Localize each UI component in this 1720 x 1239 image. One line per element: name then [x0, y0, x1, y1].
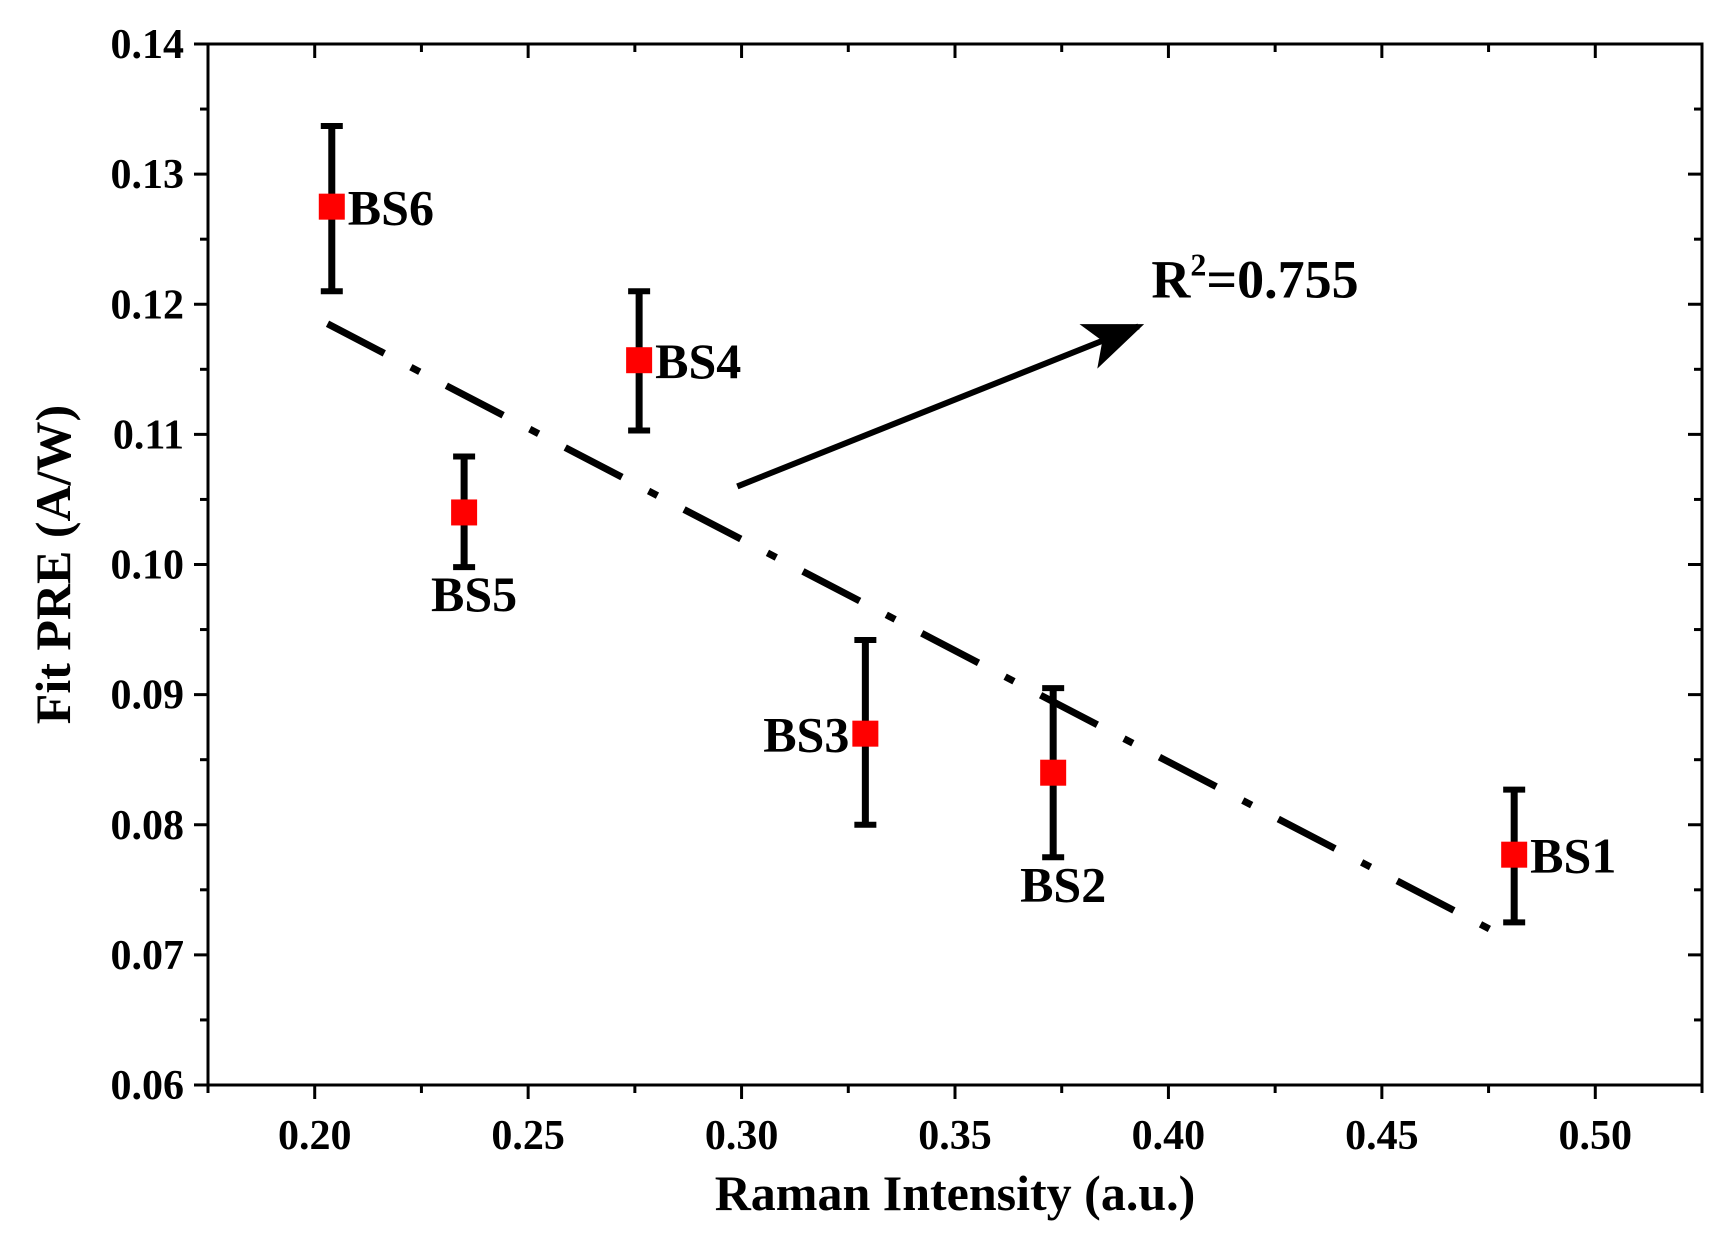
x-tick-label: 0.40 — [1132, 1113, 1206, 1159]
y-tick-label: 0.11 — [113, 412, 184, 458]
point-label: BS2 — [1020, 856, 1106, 912]
point-label: BS6 — [348, 180, 434, 236]
r-squared-main: R — [1151, 250, 1191, 310]
x-tick-label: 0.20 — [278, 1113, 352, 1159]
data-point-bs4: BS4 — [626, 288, 741, 434]
data-point-bs2: BS2 — [1020, 685, 1106, 912]
point-marker — [451, 499, 478, 526]
y-tick-label: 0.06 — [111, 1063, 185, 1109]
point-label: BS4 — [655, 333, 741, 389]
x-tick-label: 0.50 — [1559, 1113, 1633, 1159]
point-label: BS5 — [431, 566, 517, 622]
y-tick-label: 0.13 — [111, 152, 185, 198]
data-point-bs5: BS5 — [431, 453, 517, 622]
point-marker — [852, 720, 879, 747]
annotation-group: R2=0.755 — [736, 247, 1359, 490]
r-squared-sup: 2 — [1190, 247, 1206, 283]
annotation-arrow — [736, 323, 1145, 490]
x-tick-label: 0.25 — [491, 1113, 565, 1159]
y-tick-label: 0.09 — [111, 673, 185, 719]
point-marker — [626, 347, 653, 374]
fit-line-group — [325, 320, 1516, 945]
y-axis: 0.06 0.07 0.08 0.09 0.10 0.11 0.12 0.13 0.14 — [111, 22, 1702, 1109]
point-label: BS3 — [763, 707, 849, 763]
y-tick-label: 0.12 — [111, 282, 185, 328]
data-point-bs3: BS3 — [763, 636, 879, 828]
fit-line — [325, 320, 1516, 945]
r-squared-label: R2=0.755 — [1151, 247, 1358, 310]
y-tick-label: 0.10 — [111, 543, 185, 589]
x-axis-title: Raman Intensity (a.u.) — [715, 1165, 1196, 1221]
x-axis: 0.20 0.25 0.30 0.35 0.40 0.45 0.50 — [206, 44, 1704, 1159]
data-point-bs1: BS1 — [1501, 786, 1616, 926]
y-axis-title: Fit PRE (A/W) — [25, 405, 81, 724]
x-tick-label: 0.35 — [918, 1113, 992, 1159]
data-points: BS6 BS5 BS4 BS3 BS2 BS1 — [318, 122, 1616, 926]
y-tick-label: 0.14 — [111, 22, 185, 68]
point-marker — [318, 193, 345, 220]
x-tick-label: 0.45 — [1345, 1113, 1419, 1159]
y-tick-label: 0.08 — [111, 803, 185, 849]
data-point-bs6: BS6 — [318, 122, 434, 295]
r-squared-value: =0.755 — [1206, 250, 1358, 310]
point-marker — [1501, 841, 1528, 868]
x-tick-label: 0.30 — [705, 1113, 779, 1159]
point-label: BS1 — [1530, 828, 1616, 884]
point-marker — [1040, 759, 1067, 786]
y-tick-label: 0.07 — [111, 933, 185, 979]
